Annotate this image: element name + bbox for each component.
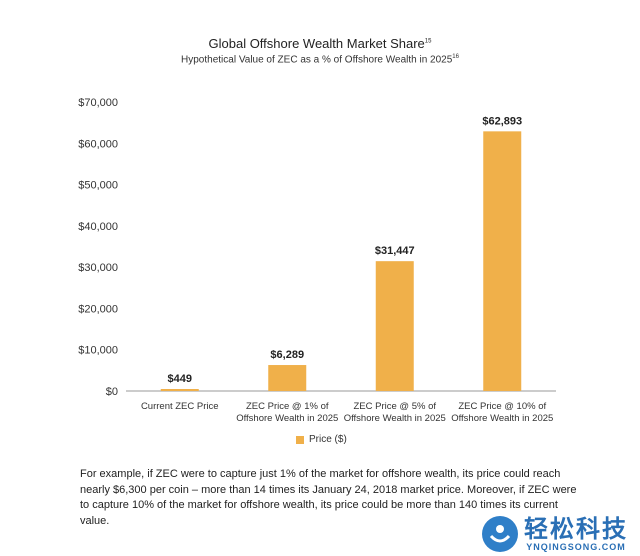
x-category-label: ZEC Price @ 10% of xyxy=(458,401,546,412)
title-block: Global Offshore Wealth Market Share15 Hy… xyxy=(0,36,640,65)
chart-title: Global Offshore Wealth Market Share15 xyxy=(208,36,432,51)
data-label: $31,447 xyxy=(375,245,415,257)
legend-swatch xyxy=(296,435,304,444)
data-label: $449 xyxy=(168,373,192,385)
title-footnote: 15 xyxy=(424,38,432,45)
y-tick-label: $40,000 xyxy=(78,221,118,233)
caption-paragraph: For example, if ZEC were to capture just… xyxy=(80,468,577,527)
bar xyxy=(268,365,307,391)
watermark-en-text: YNQINGSONG.COM xyxy=(526,542,626,552)
data-label: $6,289 xyxy=(270,349,304,361)
y-tick-label: $60,000 xyxy=(78,138,118,150)
chart-subtitle: Hypothetical Value of ZEC as a % of Offs… xyxy=(181,54,459,66)
x-category-label: Offshore Wealth in 2025 xyxy=(451,413,553,424)
y-tick-label: $70,000 xyxy=(78,97,118,109)
subtitle-footnote: 16 xyxy=(452,54,459,60)
x-category-label: Offshore Wealth in 2025 xyxy=(236,413,338,424)
chart-legend: Price ($) xyxy=(296,434,347,445)
watermark-logo-icon xyxy=(482,516,518,552)
y-tick-label: $20,000 xyxy=(78,303,118,315)
y-tick-label: $30,000 xyxy=(78,262,118,274)
legend-label: Price ($) xyxy=(309,434,347,445)
bar xyxy=(483,131,522,392)
data-label: $62,893 xyxy=(482,115,522,127)
y-tick-label: $10,000 xyxy=(78,345,118,357)
bar xyxy=(375,261,414,391)
y-tick-label: $0 xyxy=(106,386,118,398)
watermark-cn-text: 轻松科技 xyxy=(524,515,628,543)
watermark: 轻松科技 YNQINGSONG.COM xyxy=(482,516,628,552)
bar-chart: $0 $10,000 $20,000 $30,000 $40,000 $50,000 $60… xyxy=(78,97,556,424)
x-category-label: ZEC Price @ 1% of xyxy=(246,401,329,412)
x-category-label: ZEC Price @ 5% of xyxy=(354,401,437,412)
y-tick-label: $50,000 xyxy=(78,180,118,192)
x-category-label: Current ZEC Price xyxy=(141,401,219,412)
x-category-label: Offshore Wealth in 2025 xyxy=(344,413,446,424)
bar xyxy=(160,389,199,391)
